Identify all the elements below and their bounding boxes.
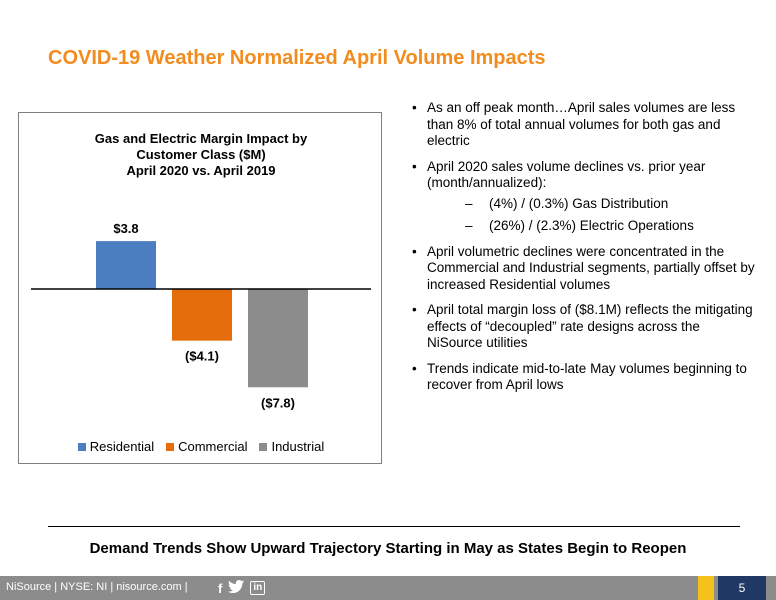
facebook-icon[interactable]: f — [218, 580, 223, 596]
data-label-residential: $3.8 — [113, 221, 138, 236]
chart-title-line-1: Gas and Electric Margin Impact by — [94, 131, 308, 146]
bar-chart: Gas and Electric Margin Impact by Custom… — [18, 112, 382, 464]
chart-title: Gas and Electric Margin Impact by Custom… — [19, 131, 383, 179]
chart-legend: Residential Commercial Industrial — [19, 439, 383, 454]
legend-label-commercial: Commercial — [178, 439, 248, 454]
legend-swatch-commercial — [166, 442, 175, 451]
sub-bullet-list: (4%) / (0.3%) Gas Distribution (26%) / (… — [427, 196, 758, 235]
page-number: 5 — [718, 576, 766, 600]
sub-bullet-item: (4%) / (0.3%) Gas Distribution — [427, 196, 758, 213]
bullet-list: As an off peak month…April sales volumes… — [408, 100, 758, 403]
data-label-industrial: ($7.8) — [261, 395, 295, 410]
slide-tagline: Demand Trends Show Upward Trajectory Sta… — [89, 540, 687, 557]
legend-swatch-industrial — [259, 442, 268, 451]
chart-title-line-3: April 2020 vs. April 2019 — [126, 163, 276, 178]
bullet-item: April volumetric declines were concentra… — [408, 244, 758, 294]
slide-title: COVID-19 Weather Normalized April Volume… — [48, 47, 546, 69]
footer-accent-bar — [698, 576, 714, 600]
bullet-text: April 2020 sales volume declines vs. pri… — [427, 158, 706, 191]
bullet-item: April 2020 sales volume declines vs. pri… — [408, 159, 758, 235]
bar-residential — [96, 241, 156, 289]
footer-text: NiSource | NYSE: NI | nisource.com | — [6, 581, 188, 593]
divider-line — [48, 526, 740, 527]
bullet-item: April total margin loss of ($8.1M) refle… — [408, 302, 758, 352]
bullet-item: As an off peak month…April sales volumes… — [408, 100, 758, 150]
bar-industrial — [248, 289, 308, 388]
twitter-icon[interactable] — [228, 580, 245, 596]
chart-plot: $3.8 ($4.1) ($7.8) — [31, 221, 371, 410]
bar-commercial — [172, 289, 232, 341]
legend-item-commercial: Commercial — [166, 439, 247, 454]
legend-label-residential: Residential — [89, 439, 155, 454]
data-label-commercial: ($4.1) — [185, 349, 219, 364]
bullet-item: Trends indicate mid-to-late May volumes … — [408, 361, 758, 394]
legend-item-residential: Residential — [77, 439, 155, 454]
legend-swatch-residential — [77, 442, 86, 451]
footer-bar: NiSource | NYSE: NI | nisource.com | f i… — [0, 576, 776, 600]
social-icons: f in — [218, 580, 266, 596]
legend-label-industrial: Industrial — [271, 439, 325, 454]
legend-item-industrial: Industrial — [259, 439, 324, 454]
sub-bullet-item: (26%) / (2.3%) Electric Operations — [427, 218, 758, 235]
chart-title-line-2: Customer Class ($M) — [136, 147, 266, 162]
linkedin-icon[interactable]: in — [250, 581, 266, 595]
